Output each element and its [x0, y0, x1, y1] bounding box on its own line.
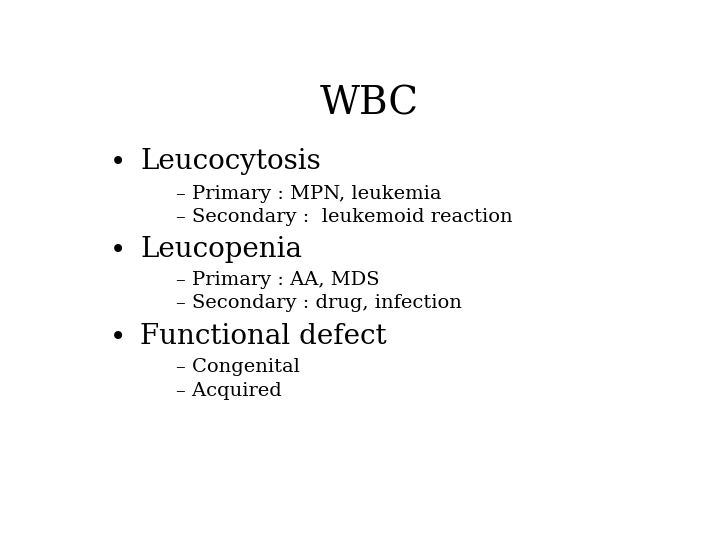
- Text: Functional defect: Functional defect: [140, 323, 387, 350]
- Text: – Acquired: – Acquired: [176, 382, 282, 400]
- Text: •: •: [109, 236, 126, 264]
- Text: Leucopenia: Leucopenia: [140, 236, 302, 263]
- Text: – Secondary : drug, infection: – Secondary : drug, infection: [176, 294, 462, 312]
- Text: – Primary : AA, MDS: – Primary : AA, MDS: [176, 271, 380, 288]
- Text: Leucocytosis: Leucocytosis: [140, 148, 321, 175]
- Text: – Secondary :  leukemoid reaction: – Secondary : leukemoid reaction: [176, 208, 513, 226]
- Text: WBC: WBC: [320, 85, 418, 123]
- Text: •: •: [109, 148, 126, 176]
- Text: – Congenital: – Congenital: [176, 358, 300, 376]
- Text: – Primary : MPN, leukemia: – Primary : MPN, leukemia: [176, 185, 442, 204]
- Text: •: •: [109, 323, 126, 352]
